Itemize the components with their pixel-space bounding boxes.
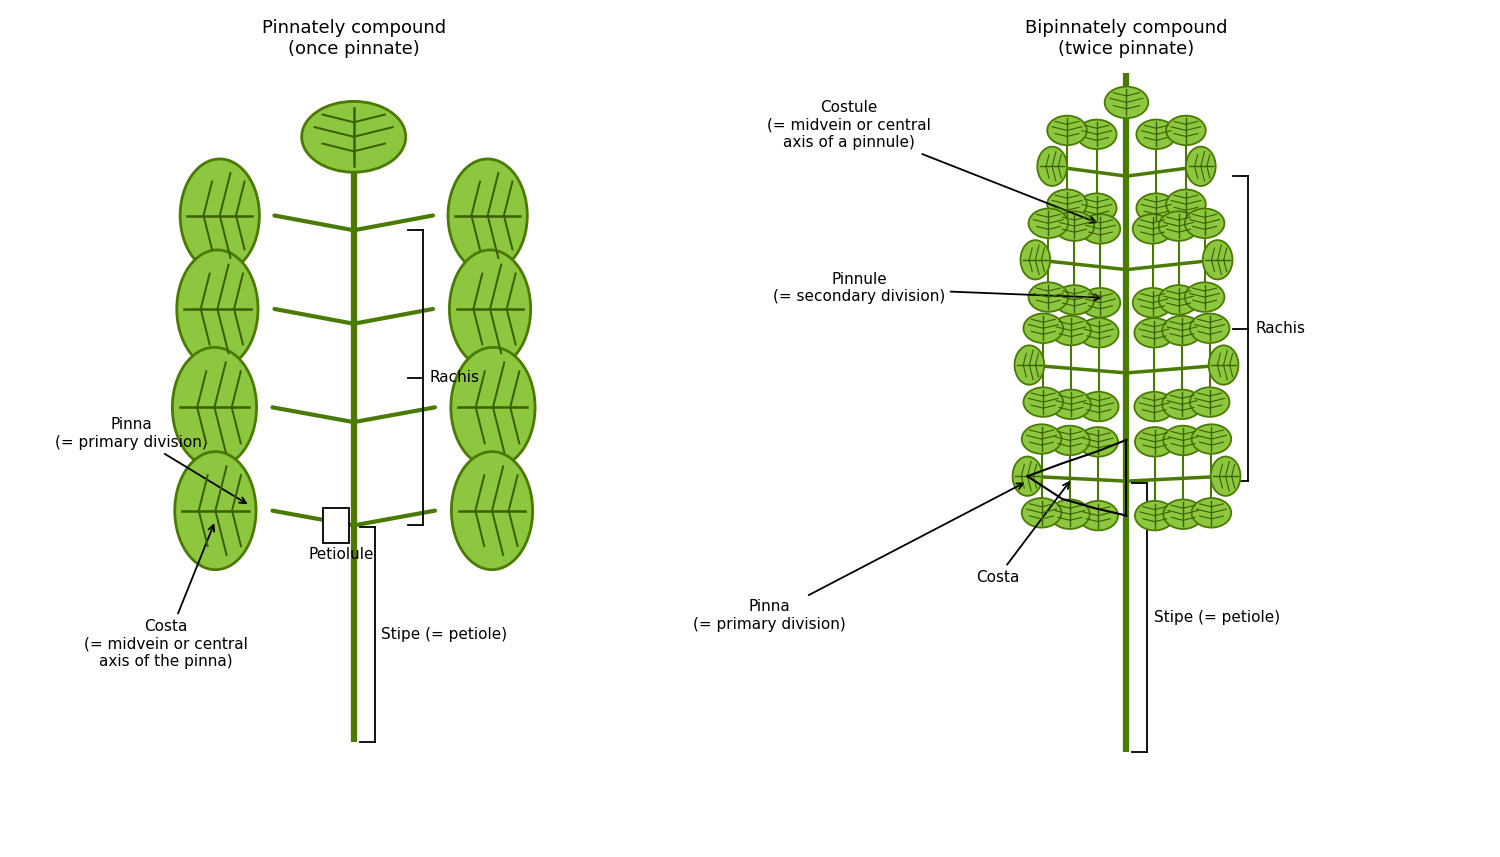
- Ellipse shape: [1022, 498, 1062, 528]
- Ellipse shape: [450, 250, 531, 368]
- Ellipse shape: [1190, 314, 1230, 343]
- Ellipse shape: [1078, 392, 1119, 422]
- Ellipse shape: [1203, 240, 1233, 279]
- Ellipse shape: [1080, 288, 1120, 317]
- Ellipse shape: [1047, 189, 1088, 219]
- Text: Stipe (= petiole): Stipe (= petiole): [1154, 610, 1281, 625]
- Ellipse shape: [1052, 315, 1090, 345]
- Ellipse shape: [1014, 345, 1044, 385]
- Ellipse shape: [1054, 212, 1094, 241]
- Ellipse shape: [1029, 208, 1068, 238]
- Ellipse shape: [1054, 285, 1094, 315]
- Ellipse shape: [1190, 387, 1230, 417]
- Text: Stipe (= petiole): Stipe (= petiole): [381, 627, 507, 642]
- Text: Bipinnately compound
(twice pinnate): Bipinnately compound (twice pinnate): [1024, 19, 1227, 57]
- Text: Pinna
(= primary division): Pinna (= primary division): [56, 417, 246, 503]
- Ellipse shape: [177, 250, 258, 368]
- Text: Costa
(= midvein or central
axis of the pinna): Costa (= midvein or central axis of the …: [84, 525, 248, 668]
- Ellipse shape: [1185, 282, 1224, 312]
- Ellipse shape: [1164, 426, 1203, 455]
- Ellipse shape: [1210, 457, 1240, 496]
- Ellipse shape: [1162, 390, 1202, 419]
- Ellipse shape: [1013, 457, 1042, 496]
- Text: Pinna
(= primary division): Pinna (= primary division): [693, 483, 1023, 632]
- Ellipse shape: [1166, 189, 1206, 219]
- Text: Rachis: Rachis: [430, 370, 480, 386]
- Ellipse shape: [452, 452, 532, 570]
- Ellipse shape: [1136, 500, 1174, 530]
- Ellipse shape: [1160, 212, 1198, 241]
- Ellipse shape: [1191, 498, 1231, 528]
- Ellipse shape: [302, 101, 405, 172]
- Ellipse shape: [176, 452, 256, 570]
- Ellipse shape: [1137, 120, 1176, 149]
- Text: Pinnately compound
(once pinnate): Pinnately compound (once pinnate): [261, 19, 446, 57]
- Text: Costa: Costa: [976, 482, 1070, 584]
- Ellipse shape: [1132, 214, 1173, 243]
- Ellipse shape: [1078, 318, 1119, 348]
- Ellipse shape: [1080, 214, 1120, 243]
- Ellipse shape: [1185, 208, 1224, 238]
- Ellipse shape: [1050, 500, 1089, 529]
- Ellipse shape: [1029, 282, 1068, 312]
- Ellipse shape: [1047, 116, 1088, 145]
- Ellipse shape: [1134, 392, 1174, 422]
- Ellipse shape: [1050, 426, 1089, 455]
- Ellipse shape: [1137, 194, 1176, 223]
- Ellipse shape: [1162, 315, 1202, 345]
- Ellipse shape: [1020, 240, 1050, 279]
- Ellipse shape: [1132, 288, 1173, 317]
- Text: Costule
(= midvein or central
axis of a pinnule): Costule (= midvein or central axis of a …: [766, 100, 1096, 223]
- Ellipse shape: [1022, 424, 1062, 454]
- Ellipse shape: [1078, 500, 1118, 530]
- Text: Rachis: Rachis: [1256, 321, 1305, 336]
- Ellipse shape: [1160, 285, 1198, 315]
- Ellipse shape: [1078, 427, 1118, 457]
- Ellipse shape: [1164, 500, 1203, 529]
- Ellipse shape: [172, 347, 256, 467]
- Ellipse shape: [1038, 147, 1066, 186]
- Ellipse shape: [1209, 345, 1239, 385]
- Ellipse shape: [180, 159, 260, 272]
- Ellipse shape: [1136, 427, 1174, 457]
- Ellipse shape: [1023, 314, 1064, 343]
- FancyBboxPatch shape: [322, 507, 350, 543]
- Ellipse shape: [1166, 116, 1206, 145]
- Text: Pinnule
(= secondary division): Pinnule (= secondary division): [772, 272, 1101, 304]
- Ellipse shape: [1104, 87, 1149, 118]
- Text: Petiolule: Petiolule: [308, 547, 374, 562]
- Ellipse shape: [1023, 387, 1064, 417]
- Ellipse shape: [1186, 147, 1215, 186]
- Ellipse shape: [452, 347, 536, 467]
- Ellipse shape: [1052, 390, 1090, 419]
- Ellipse shape: [1077, 120, 1116, 149]
- Ellipse shape: [448, 159, 528, 272]
- Ellipse shape: [1191, 424, 1231, 454]
- Ellipse shape: [1077, 194, 1116, 223]
- Ellipse shape: [1134, 318, 1174, 348]
